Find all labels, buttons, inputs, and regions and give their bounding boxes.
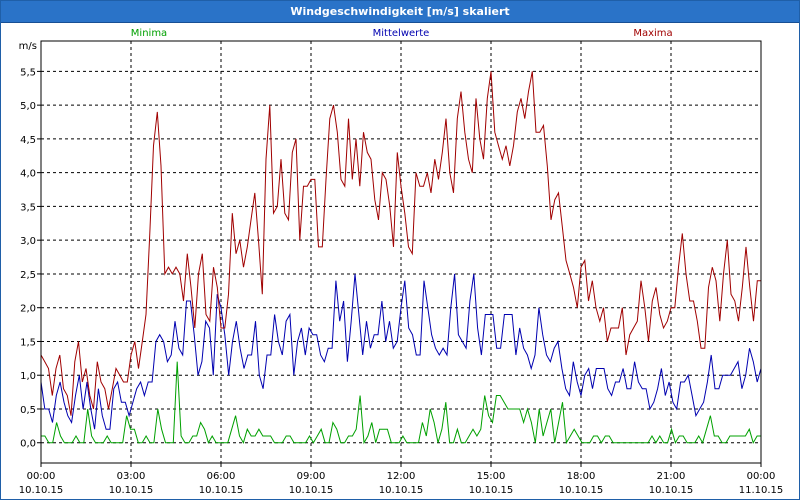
x-tick-date: 10.10.15 xyxy=(469,485,514,496)
x-tick-date: 10.10.15 xyxy=(19,485,64,496)
grid xyxy=(41,41,761,463)
x-tick-time: 18:00 xyxy=(567,471,596,482)
legend-maxima: Maxima xyxy=(633,28,672,39)
chart-title: Windgeschwindigkeit [m/s] skaliert xyxy=(290,5,510,18)
series-line-mittel xyxy=(40,273,762,430)
y-axis-label: m/s xyxy=(19,41,37,52)
x-tick-time: 00:00 xyxy=(747,471,776,482)
y-tick-label: 2,5 xyxy=(20,270,36,281)
x-tick-date: 10.10.15 xyxy=(559,485,604,496)
y-tick-label: 1,0 xyxy=(20,371,36,382)
y-tick-label: 5,0 xyxy=(20,101,36,112)
title-bar: Windgeschwindigkeit [m/s] skaliert xyxy=(1,1,799,23)
legend-mittel: Mittelwerte xyxy=(373,28,430,39)
y-tick-label: 2,0 xyxy=(20,304,36,315)
x-tick-time: 03:00 xyxy=(117,471,146,482)
x-tick-date: 10.10.15 xyxy=(109,485,154,496)
y-tick-label: 3,5 xyxy=(20,202,36,213)
y-tick-label: 4,5 xyxy=(20,135,36,146)
x-tick-date: 10.10.15 xyxy=(289,485,334,496)
x-tick-time: 00:00 xyxy=(27,471,56,482)
y-tick-label: 0,5 xyxy=(20,405,36,416)
x-tick-date: 10.10.15 xyxy=(649,485,694,496)
series-line-maxima xyxy=(40,71,761,416)
x-tick-time: 15:00 xyxy=(477,471,506,482)
y-tick-label: 4,0 xyxy=(20,169,36,180)
x-tick-time: 09:00 xyxy=(297,471,326,482)
y-tick-label: 3,0 xyxy=(20,236,36,247)
y-axis-ticks: 0,0 0,5 1,0 1,5 2,0 2,5 3,0 3,5 4,0 4,5 5,0 5,5 xyxy=(20,67,41,450)
y-tick-label: 5,5 xyxy=(20,67,36,78)
y-tick-label: 1,5 xyxy=(20,337,36,348)
legend: Minima Mittelwerte Maxima xyxy=(131,28,673,39)
y-tick-label: 0,0 xyxy=(20,439,36,450)
x-tick-date: 11.10.15 xyxy=(739,485,784,496)
x-tick-time: 21:00 xyxy=(657,471,686,482)
x-tick-time: 06:00 xyxy=(207,471,236,482)
x-axis-ticks: 00:00 10.10.15 03:00 10.10.15 06:00 10.10.15 0… xyxy=(19,463,784,496)
x-tick-date: 10.10.15 xyxy=(199,485,244,496)
series-lines xyxy=(40,71,762,445)
legend-minima: Minima xyxy=(131,28,167,39)
x-tick-time: 12:00 xyxy=(387,471,416,482)
x-tick-date: 10.10.15 xyxy=(379,485,424,496)
series-line-minima xyxy=(41,361,761,445)
